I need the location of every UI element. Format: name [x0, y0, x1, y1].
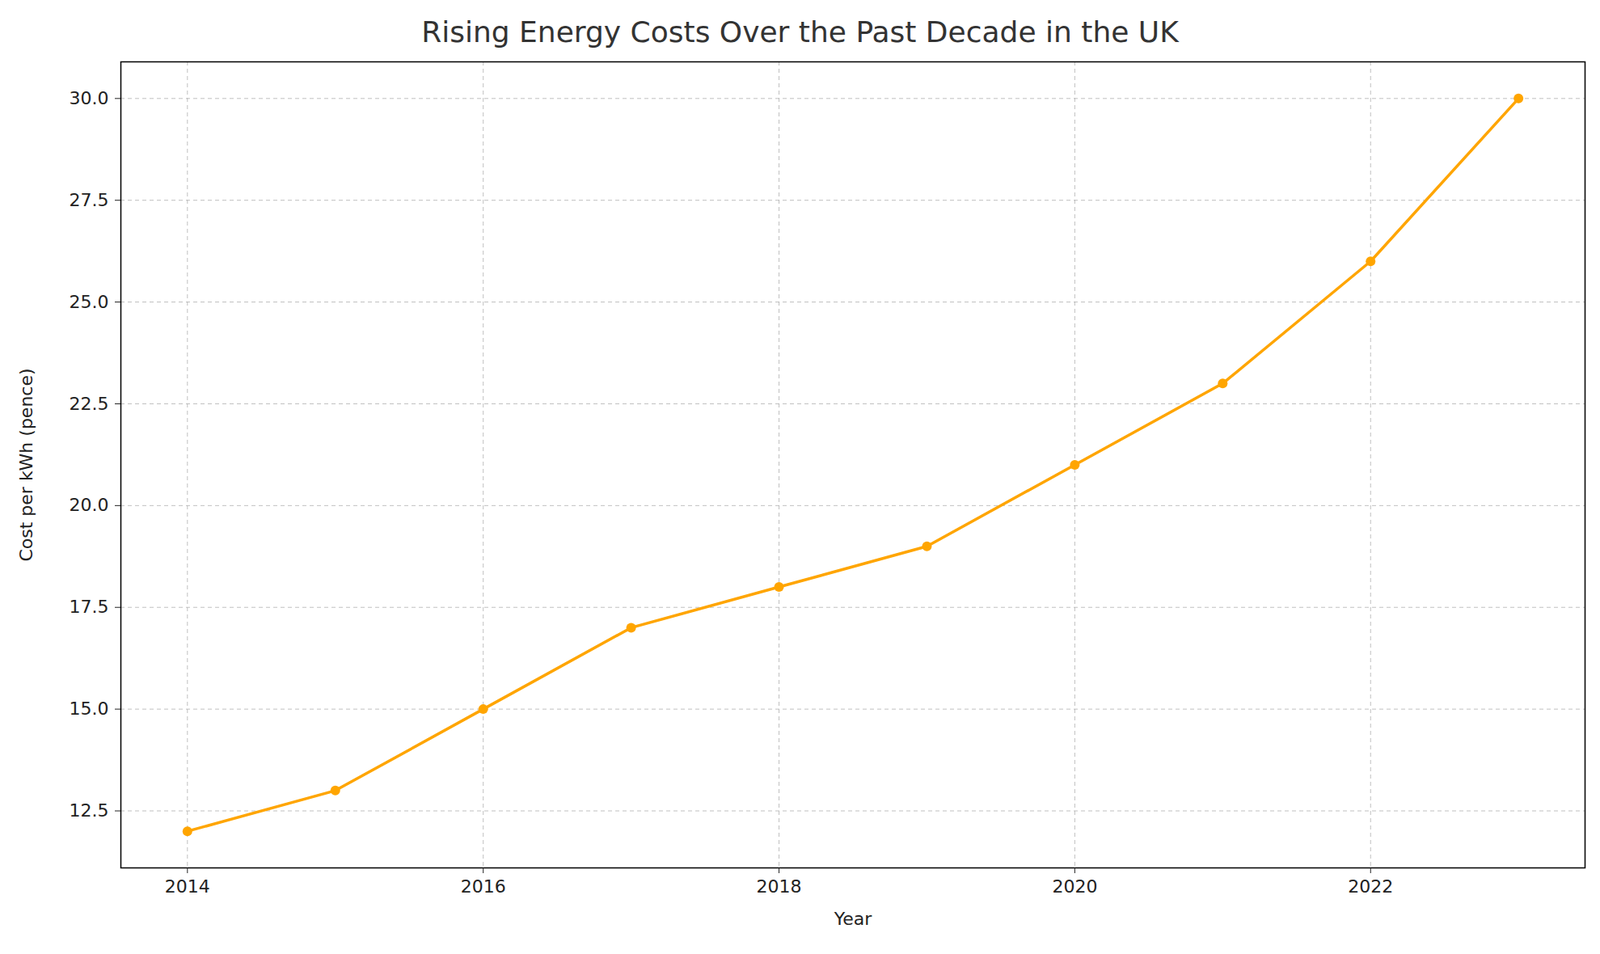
svg-text:Year: Year [833, 908, 874, 929]
svg-text:12.5: 12.5 [69, 800, 110, 821]
svg-text:Cost per kWh (pence): Cost per kWh (pence) [16, 367, 37, 562]
svg-text:2014: 2014 [164, 876, 211, 897]
svg-text:15.0: 15.0 [69, 698, 110, 719]
svg-text:2018: 2018 [756, 876, 803, 897]
svg-text:17.5: 17.5 [69, 596, 110, 617]
svg-text:27.5: 27.5 [69, 189, 110, 211]
svg-text:25.0: 25.0 [69, 291, 110, 313]
svg-text:2016: 2016 [460, 876, 507, 897]
svg-text:2020: 2020 [1051, 876, 1098, 897]
svg-text:20.0: 20.0 [69, 494, 110, 516]
svg-text:22.5: 22.5 [69, 393, 110, 414]
svg-text:2022: 2022 [1347, 876, 1394, 897]
html-text:Rising Energy Costs Over the P: Rising Energy Costs Over the Past Decade… [421, 15, 1179, 49]
svg-text:30.0: 30.0 [69, 88, 110, 109]
